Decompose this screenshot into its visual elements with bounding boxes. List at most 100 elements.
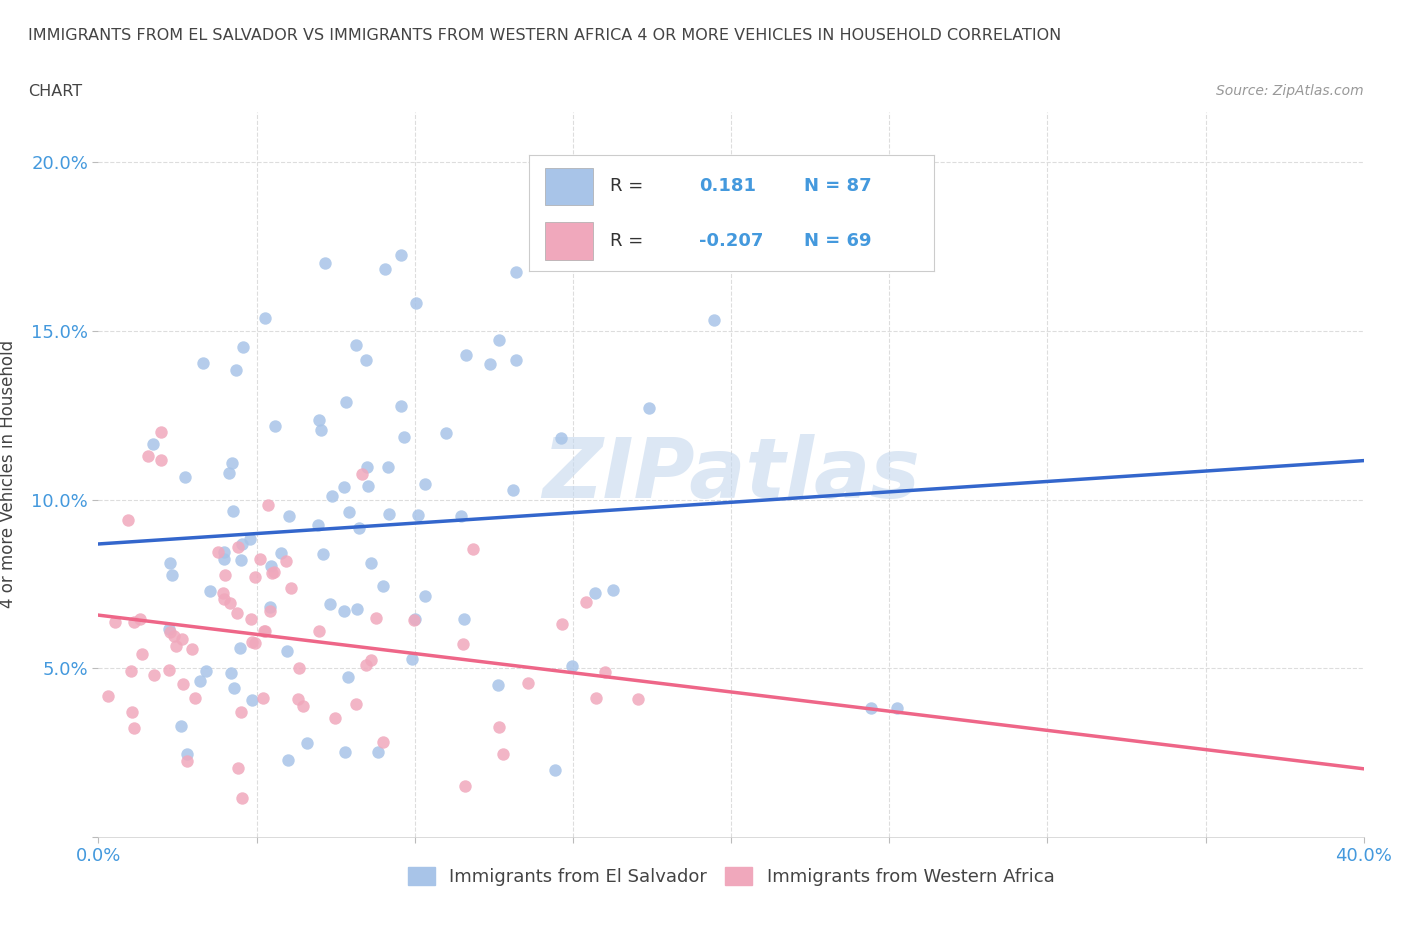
Point — [243, 569, 266, 584]
Point — [143, 668, 166, 683]
Point — [392, 429, 415, 444]
Point — [124, 614, 146, 629]
Legend: Immigrants from El Salvador, Immigrants from Western Africa: Immigrants from El Salvador, Immigrants … — [401, 859, 1062, 893]
Point — [367, 745, 389, 760]
Point — [162, 629, 184, 644]
Point — [454, 779, 477, 794]
Point — [319, 597, 342, 612]
Point — [214, 568, 236, 583]
Point — [488, 333, 510, 348]
Point — [263, 565, 285, 579]
Point — [583, 586, 606, 601]
Point — [360, 555, 382, 570]
Point — [344, 337, 367, 352]
Point — [122, 720, 145, 735]
Point — [575, 594, 598, 609]
Point — [159, 555, 181, 570]
Point — [253, 311, 276, 325]
Point — [259, 600, 281, 615]
Point — [354, 352, 377, 367]
Point — [260, 565, 283, 580]
Point — [389, 247, 412, 262]
Point — [172, 677, 194, 692]
Text: ZIPatlas: ZIPatlas — [543, 433, 920, 515]
Point — [593, 664, 616, 679]
Point — [157, 621, 180, 636]
Point — [373, 578, 395, 593]
Point — [333, 604, 356, 618]
Point — [389, 399, 412, 414]
Point — [240, 611, 263, 626]
Point — [454, 348, 477, 363]
Point — [131, 647, 153, 662]
Point — [357, 478, 380, 493]
Point — [408, 507, 430, 522]
Point — [585, 691, 607, 706]
Point — [219, 665, 242, 680]
Text: IMMIGRANTS FROM EL SALVADOR VS IMMIGRANTS FROM WESTERN AFRICA 4 OR MORE VEHICLES: IMMIGRANTS FROM EL SALVADOR VS IMMIGRANT… — [28, 28, 1062, 43]
Y-axis label: 4 or more Vehicles in Household: 4 or more Vehicles in Household — [0, 340, 17, 608]
Point — [346, 602, 368, 617]
Point — [307, 517, 329, 532]
Point — [308, 623, 330, 638]
Point — [181, 641, 204, 656]
Point — [150, 425, 173, 440]
Point — [254, 623, 277, 638]
Point — [886, 700, 908, 715]
Point — [176, 747, 198, 762]
Point — [191, 355, 214, 370]
Point — [360, 653, 382, 668]
Point — [405, 296, 427, 311]
Point — [104, 615, 127, 630]
Point — [277, 752, 299, 767]
Point — [229, 553, 252, 568]
Point — [170, 631, 193, 646]
Point — [378, 507, 401, 522]
Point — [346, 697, 368, 711]
Point — [505, 352, 527, 367]
Point — [374, 262, 396, 277]
Point — [240, 635, 263, 650]
Point — [488, 720, 510, 735]
Point — [198, 584, 221, 599]
Point — [264, 418, 287, 433]
Point — [212, 551, 235, 566]
Point — [287, 691, 309, 706]
Point — [309, 422, 332, 437]
Point — [377, 459, 399, 474]
Point — [226, 539, 249, 554]
Point — [333, 480, 356, 495]
Point — [226, 761, 249, 776]
Point — [243, 635, 266, 650]
Point — [314, 256, 336, 271]
Point — [364, 611, 387, 626]
Point — [404, 611, 426, 626]
Point — [157, 663, 180, 678]
Point — [207, 545, 229, 560]
Point — [561, 658, 583, 673]
Point — [312, 546, 335, 561]
Point — [195, 664, 218, 679]
Point — [461, 541, 484, 556]
Point — [434, 426, 457, 441]
Point — [253, 623, 276, 638]
Point — [239, 531, 262, 546]
Point — [212, 585, 235, 600]
Point — [170, 719, 193, 734]
Point — [292, 698, 315, 713]
Point — [117, 512, 139, 527]
Point — [212, 545, 235, 560]
Point — [502, 483, 524, 498]
Point — [224, 681, 246, 696]
Point — [337, 670, 360, 684]
Point — [333, 744, 356, 759]
Point — [221, 456, 243, 471]
Point — [225, 605, 247, 620]
Point — [276, 644, 298, 658]
Point — [276, 554, 298, 569]
Point — [413, 588, 436, 603]
Point — [218, 596, 240, 611]
Point — [231, 705, 253, 720]
Point — [121, 704, 143, 719]
Point — [288, 661, 311, 676]
